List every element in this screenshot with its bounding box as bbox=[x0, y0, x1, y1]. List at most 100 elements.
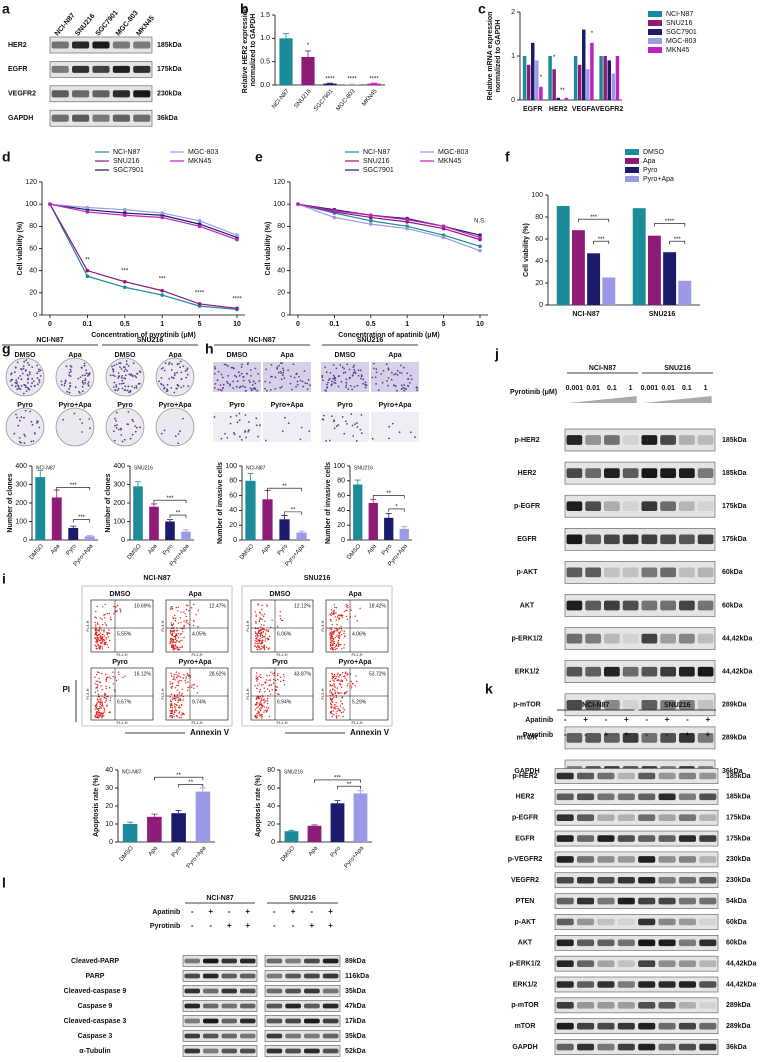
blot-band bbox=[604, 534, 620, 545]
event bbox=[336, 705, 338, 707]
cell bbox=[115, 385, 118, 388]
event bbox=[260, 717, 263, 719]
panel-letter: c bbox=[478, 1, 486, 17]
cell bbox=[118, 428, 120, 431]
cell bbox=[224, 432, 226, 435]
cell bbox=[176, 363, 179, 366]
cell bbox=[84, 379, 87, 382]
blot-band bbox=[597, 814, 615, 821]
event bbox=[332, 610, 334, 612]
condition-label: DMSO bbox=[110, 591, 132, 598]
event bbox=[266, 700, 269, 702]
cell bbox=[403, 384, 406, 386]
event bbox=[260, 698, 263, 700]
cell bbox=[355, 440, 358, 442]
event bbox=[337, 634, 339, 637]
y-tick-label: 100 bbox=[333, 463, 345, 470]
error-bar bbox=[288, 829, 295, 832]
event bbox=[110, 619, 112, 621]
data-point bbox=[235, 237, 239, 242]
legend-swatch bbox=[648, 11, 662, 17]
event bbox=[331, 624, 333, 626]
event bbox=[176, 696, 178, 698]
event bbox=[261, 699, 263, 701]
event bbox=[178, 641, 180, 643]
event bbox=[259, 635, 261, 637]
cell bbox=[276, 367, 279, 370]
treatment-sign: + bbox=[291, 907, 296, 916]
blot-band bbox=[617, 1002, 635, 1009]
x-tick-label: VEGFA bbox=[572, 106, 596, 113]
cell bbox=[136, 373, 139, 375]
blot-band bbox=[585, 666, 601, 677]
event bbox=[336, 710, 338, 712]
legend-swatch bbox=[648, 47, 662, 53]
event bbox=[343, 630, 345, 632]
cell bbox=[284, 416, 286, 419]
event bbox=[331, 636, 334, 638]
event bbox=[118, 674, 120, 676]
event bbox=[335, 701, 337, 704]
cell bbox=[405, 388, 407, 390]
event bbox=[259, 629, 261, 631]
event bbox=[262, 646, 264, 648]
cell bbox=[335, 425, 338, 428]
event bbox=[99, 639, 101, 642]
cell bbox=[62, 418, 64, 421]
y-tick-label: 20 bbox=[337, 522, 345, 529]
cell bbox=[30, 385, 32, 388]
kda-label: 175kDa bbox=[157, 66, 182, 73]
event bbox=[254, 704, 257, 706]
blot-band bbox=[585, 435, 601, 445]
event bbox=[352, 682, 354, 685]
event bbox=[338, 709, 340, 711]
event bbox=[112, 675, 115, 678]
event bbox=[260, 707, 262, 709]
cell bbox=[381, 381, 384, 384]
blot-strip bbox=[554, 976, 719, 993]
cell bbox=[36, 383, 39, 386]
event bbox=[331, 701, 334, 703]
condition-label: Apa bbox=[388, 352, 401, 359]
blot-strip bbox=[264, 1015, 341, 1027]
event bbox=[336, 630, 338, 632]
event bbox=[182, 677, 184, 679]
cell bbox=[68, 371, 71, 374]
event bbox=[332, 631, 334, 634]
cell bbox=[248, 421, 250, 423]
blot-band bbox=[577, 918, 595, 926]
y-axis-label: Apoptosis rate (%) bbox=[93, 775, 100, 837]
event bbox=[268, 635, 271, 638]
blot-strip bbox=[182, 1015, 258, 1027]
cell bbox=[11, 384, 14, 387]
bar bbox=[384, 517, 394, 540]
cell bbox=[222, 386, 224, 389]
event bbox=[329, 618, 332, 621]
event bbox=[329, 639, 332, 641]
kda-label: 289kDa bbox=[726, 1002, 751, 1009]
treatment-sign: - bbox=[191, 907, 194, 916]
protein-label: Caspase 3 bbox=[78, 1033, 113, 1040]
event bbox=[119, 608, 121, 610]
y-axis-label: Number of clones bbox=[105, 473, 112, 532]
event bbox=[108, 687, 111, 689]
cell bbox=[69, 382, 71, 385]
event bbox=[169, 706, 172, 709]
x-tick-label: Apa bbox=[147, 543, 159, 556]
bar bbox=[181, 531, 191, 540]
event bbox=[179, 676, 182, 678]
event bbox=[173, 713, 175, 715]
event bbox=[187, 622, 189, 625]
event bbox=[258, 630, 260, 633]
cell bbox=[325, 390, 327, 392]
cell bbox=[375, 368, 378, 371]
blot-band bbox=[221, 958, 238, 964]
cell bbox=[15, 379, 18, 381]
event bbox=[96, 638, 98, 640]
blot-strip bbox=[554, 893, 719, 909]
event bbox=[338, 617, 341, 620]
condition-label: Pyro+Apa bbox=[59, 402, 92, 409]
event bbox=[260, 714, 262, 717]
event bbox=[187, 681, 189, 683]
cell bbox=[36, 377, 39, 379]
